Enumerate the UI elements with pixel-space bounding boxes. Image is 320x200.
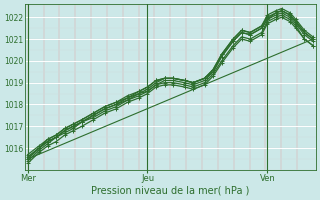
X-axis label: Pression niveau de la mer( hPa ): Pression niveau de la mer( hPa ) bbox=[91, 186, 250, 196]
